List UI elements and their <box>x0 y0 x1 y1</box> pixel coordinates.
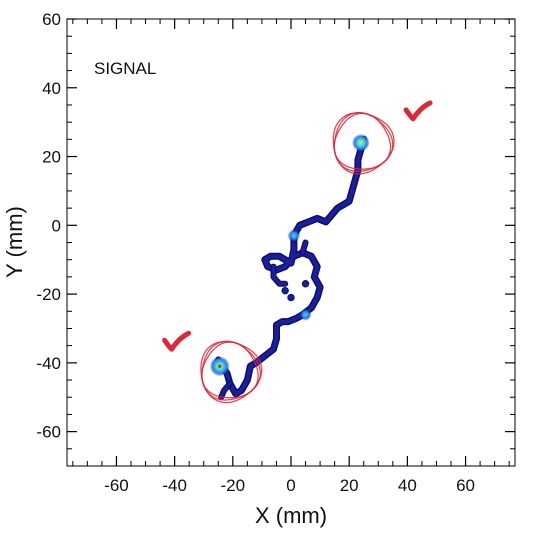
track-core <box>219 137 366 396</box>
track-spur-core <box>219 381 232 399</box>
x-tick-label: -20 <box>221 476 246 495</box>
hotspot-peak <box>217 364 222 369</box>
y-tick-label: -60 <box>36 423 61 442</box>
x-tick-label: 40 <box>398 476 417 495</box>
signal-annotation: SIGNAL <box>94 59 156 78</box>
y-tick-label: -40 <box>36 354 61 373</box>
energy-hotspots <box>209 133 370 377</box>
x-tick-label: 20 <box>340 476 359 495</box>
x-axis-title: X (mm) <box>255 503 327 528</box>
x-tick-label: -40 <box>162 476 187 495</box>
isolated-hit <box>281 286 289 295</box>
circle-stroke <box>201 340 262 401</box>
x-tick-label: 60 <box>456 476 475 495</box>
x-tick-label: 0 <box>286 476 295 495</box>
circle-stroke <box>332 112 395 175</box>
annotation-circles <box>200 112 395 404</box>
y-tick-label: 40 <box>42 79 61 98</box>
minor-ticks <box>67 19 515 467</box>
y-tick-label: 60 <box>42 10 61 29</box>
track-spur-core <box>271 264 287 286</box>
hotspot <box>352 133 370 152</box>
track-spur-core <box>300 240 308 255</box>
hotspot <box>299 308 312 321</box>
hotspot <box>287 229 301 243</box>
y-axis-title: Y (mm) <box>2 206 27 278</box>
isolated-hit <box>301 280 310 288</box>
annotation-checks <box>162 100 433 352</box>
check-mark <box>403 100 433 122</box>
check-mark <box>162 330 192 352</box>
signal-track <box>217 135 368 398</box>
circle-stroke <box>200 340 263 404</box>
x-tick-label: -60 <box>104 476 129 495</box>
y-tick-label: 20 <box>42 148 61 167</box>
x-axis-ticks: -60 -40 -20 0 20 40 60 <box>104 19 475 495</box>
y-tick-label: -20 <box>36 285 61 304</box>
isolated-hit <box>287 293 295 302</box>
circle-stroke <box>333 112 392 170</box>
y-tick-label: 0 <box>52 216 61 235</box>
y-axis-ticks: -60 -40 -20 0 20 40 60 <box>36 10 515 442</box>
